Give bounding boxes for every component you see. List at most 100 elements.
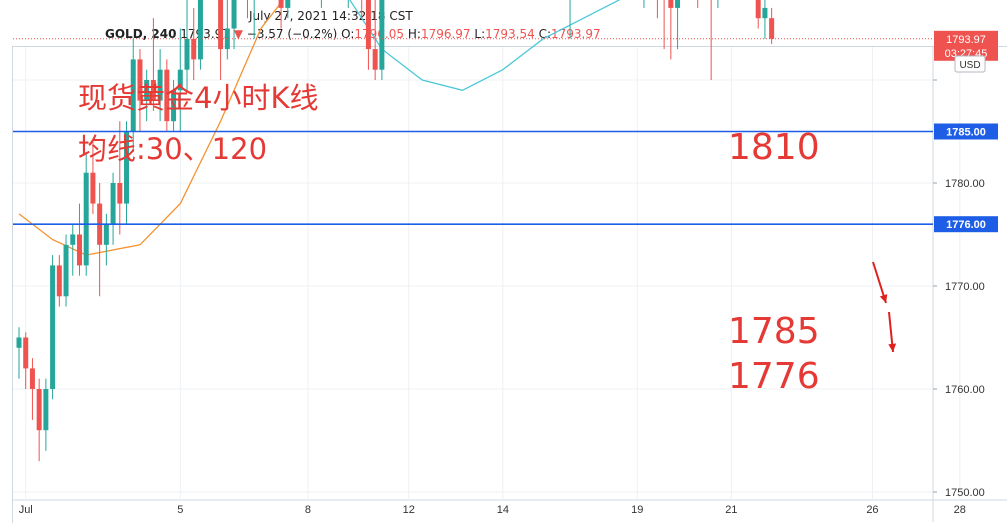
x-tick-label: Jul (19, 504, 33, 516)
candle[interactable] (715, 0, 720, 8)
candle[interactable] (137, 49, 143, 132)
candle[interactable] (76, 203, 82, 276)
symbol-label[interactable]: GOLD, 240 (105, 27, 177, 41)
x-tick-label: 19 (631, 504, 643, 516)
support-1776-tag (934, 216, 998, 233)
candle[interactable] (157, 49, 163, 122)
price-change: −3.57 (−0.2%) (246, 27, 338, 41)
high-label: H: (407, 27, 421, 41)
candle[interactable] (117, 121, 123, 235)
candle[interactable] (285, 0, 291, 19)
candle-body (184, 38, 190, 70)
candle-body (16, 337, 22, 348)
candle-body (70, 234, 76, 245)
candle[interactable] (124, 121, 130, 225)
candle[interactable] (83, 152, 89, 276)
candle[interactable] (43, 378, 49, 451)
candle-body (164, 69, 170, 122)
candle[interactable] (568, 0, 573, 39)
candle-body (769, 18, 775, 39)
candle[interactable] (150, 18, 156, 111)
candle-body (218, 0, 224, 50)
candle[interactable] (130, 38, 136, 153)
candle[interactable] (177, 28, 183, 132)
candle[interactable] (197, 0, 203, 70)
candle[interactable] (50, 255, 56, 400)
close-label: C: (538, 27, 551, 41)
candle[interactable] (70, 224, 76, 276)
candle-body (224, 28, 230, 50)
candle-body (231, 0, 237, 29)
candle[interactable] (103, 213, 109, 266)
candle[interactable] (655, 0, 660, 19)
y-tick-label: 1770.00 (945, 281, 985, 293)
x-tick-label: 26 (866, 504, 878, 516)
y-tick-label: 1780.00 (945, 178, 985, 190)
candle[interactable] (184, 0, 190, 91)
candle[interactable] (231, 0, 237, 50)
candle[interactable] (762, 0, 768, 39)
candle[interactable] (218, 0, 224, 80)
x-tick-label: 12 (403, 504, 415, 516)
candle[interactable] (709, 0, 714, 80)
candle[interactable] (90, 141, 96, 214)
candle[interactable] (359, 0, 364, 19)
candle-body (675, 0, 681, 8)
candle[interactable] (171, 80, 177, 132)
candle[interactable] (144, 69, 150, 122)
candle[interactable] (252, 0, 257, 39)
candle[interactable] (675, 0, 681, 50)
down-arrow-1 (872, 261, 888, 304)
candle[interactable] (224, 0, 230, 60)
close-value: 1793.97 (551, 27, 601, 41)
last-price: 1793.97 (180, 27, 230, 41)
candle-body (137, 59, 143, 101)
candle[interactable] (755, 0, 761, 29)
candle[interactable] (695, 0, 700, 8)
candle-body (755, 0, 761, 19)
candle-body (130, 59, 136, 132)
candle[interactable] (372, 0, 378, 80)
candle[interactable] (278, 0, 284, 29)
candle[interactable] (97, 183, 103, 297)
candle-body (90, 172, 96, 204)
candle[interactable] (769, 7, 775, 44)
candle[interactable] (319, 0, 324, 8)
y-tick-label: 1760.00 (945, 384, 985, 396)
candle[interactable] (191, 7, 197, 80)
level-1810-annotation: 1810 (728, 127, 820, 168)
candle[interactable] (29, 358, 35, 420)
support-1785-tag-label: 1785.00 (946, 127, 986, 139)
candle[interactable] (379, 0, 385, 80)
candle[interactable] (668, 0, 674, 60)
candle-body (36, 389, 42, 431)
candle[interactable] (245, 0, 250, 19)
candle-body (762, 7, 768, 19)
candle[interactable] (164, 59, 170, 132)
support-1785-tag (934, 123, 998, 140)
candle[interactable] (36, 378, 42, 462)
x-tick-label: 8 (305, 504, 311, 516)
candle[interactable] (662, 0, 667, 50)
chart-title-annotation: 现货黄金4小时K线 (78, 81, 318, 115)
currency-label: USD (959, 60, 980, 71)
low-label: L: (474, 27, 486, 41)
candle-body (379, 0, 385, 70)
candle[interactable] (56, 255, 62, 307)
candle-body (63, 244, 69, 297)
candle[interactable] (16, 327, 22, 379)
chart-header: July 27, 2021 14:32:18 CST GOLD, 240 179… (0, 0, 1007, 46)
candle[interactable] (641, 0, 646, 8)
candle-body (365, 0, 371, 50)
candle[interactable] (365, 0, 371, 70)
currency-box[interactable] (954, 55, 986, 73)
candle[interactable] (63, 234, 69, 307)
candle[interactable] (110, 172, 116, 245)
x-tick-label: 28 (954, 504, 966, 516)
candle[interactable] (23, 332, 29, 389)
arrow-head (879, 294, 888, 303)
candle-body (157, 69, 163, 101)
candle-body (144, 80, 150, 101)
